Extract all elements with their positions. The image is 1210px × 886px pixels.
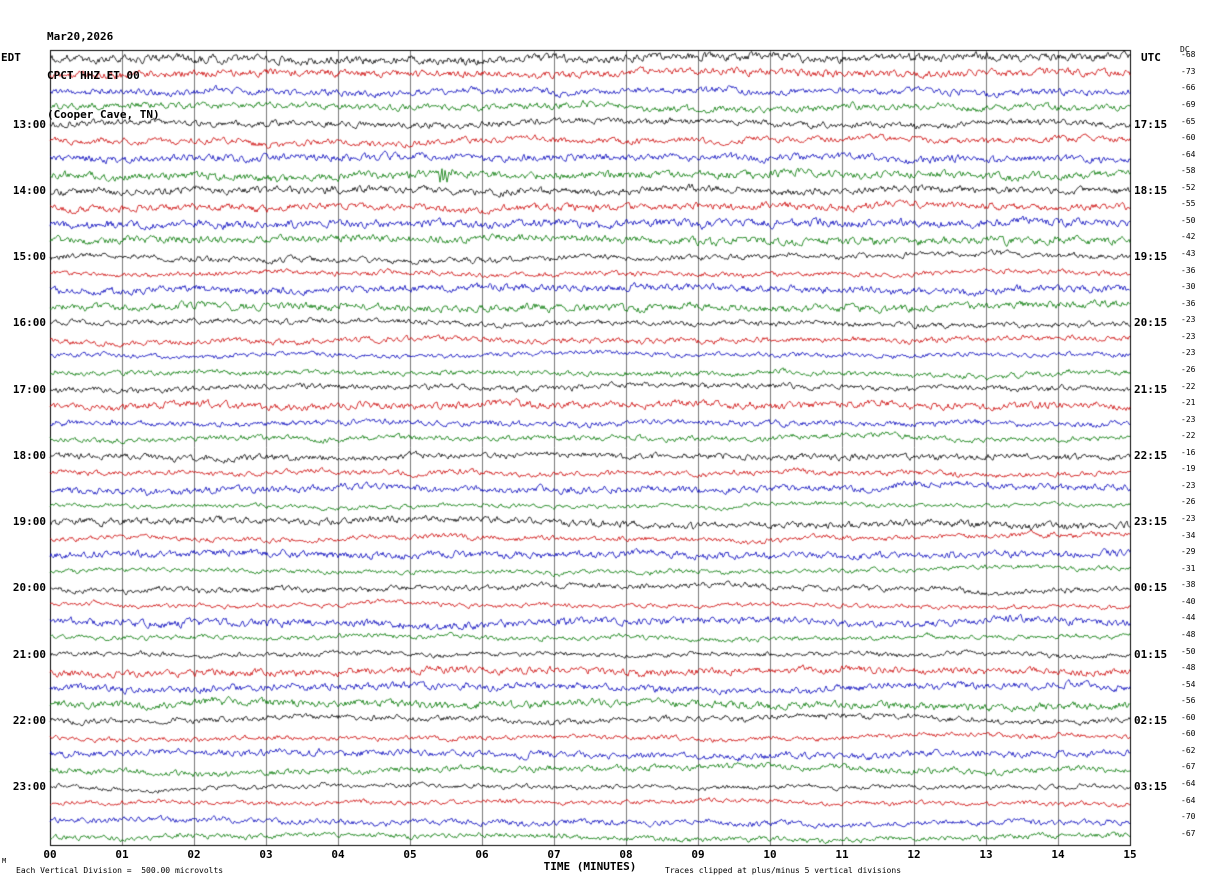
dc-value: -31 [1181, 563, 1196, 573]
dc-value: -36 [1181, 298, 1196, 308]
dc-value: -66 [1181, 83, 1196, 93]
dc-value: -26 [1181, 364, 1196, 374]
x-tick-label: 10 [763, 848, 777, 861]
right-time-label: 21:15 [1134, 382, 1168, 396]
left-time-label: 23:00 [12, 780, 46, 794]
right-time-label: 17:15 [1134, 117, 1168, 131]
dc-value: -38 [1181, 580, 1196, 590]
x-tick-label: 11 [835, 848, 849, 861]
right-time-label: 01:15 [1134, 647, 1168, 661]
left-time-label: 13:00 [12, 117, 46, 131]
left-time-label: 21:00 [12, 647, 46, 661]
x-tick-label: 13 [979, 848, 993, 861]
dc-value: -36 [1181, 265, 1196, 275]
dc-value: -19 [1181, 464, 1196, 474]
dc-value: -50 [1181, 215, 1196, 225]
dc-value: -64 [1181, 795, 1196, 805]
footer-scale-note: Each Vertical Division = 500.00 microvol… [16, 866, 224, 875]
x-tick-label: 09 [691, 848, 705, 861]
header-station: CPCT HHZ ET 00 [47, 69, 140, 82]
x-tick-label: 02 [187, 848, 201, 861]
header-location: (Cooper Cave, TN) [47, 108, 160, 121]
dc-value: -23 [1181, 514, 1196, 524]
x-tick-label: 04 [331, 848, 345, 861]
right-time-label: 18:15 [1134, 183, 1168, 197]
dc-value: -52 [1181, 182, 1196, 192]
x-tick-label: 00 [43, 848, 57, 861]
scale-marker-label: M [2, 857, 7, 865]
dc-value: -21 [1181, 398, 1196, 408]
header: Mar20,2026 CPCT HHZ ET 00 (Cooper Cave, … [47, 4, 160, 147]
right-time-label: 02:15 [1134, 713, 1168, 727]
dc-value: -67 [1181, 762, 1196, 772]
dc-value: -30 [1181, 282, 1196, 292]
dc-value: -60 [1181, 133, 1196, 143]
left-axis-title: EDT [1, 51, 21, 64]
dc-value: -48 [1181, 629, 1196, 639]
dc-value: -16 [1181, 447, 1196, 457]
dc-value: -42 [1181, 232, 1196, 242]
dc-value: -64 [1181, 779, 1196, 789]
header-date: Mar20,2026 [47, 30, 114, 43]
right-axis-title: UTC [1141, 51, 1161, 64]
left-time-label: 22:00 [12, 713, 46, 727]
right-time-label: 19:15 [1134, 250, 1168, 264]
dc-value: -26 [1181, 497, 1196, 507]
dc-value: -56 [1181, 696, 1196, 706]
dc-value: -23 [1181, 414, 1196, 424]
right-time-label: 03:15 [1134, 780, 1168, 794]
x-tick-label: 14 [1051, 848, 1065, 861]
dc-value: -23 [1181, 315, 1196, 325]
dc-value: -23 [1181, 348, 1196, 358]
dc-value: -68 [1181, 50, 1196, 60]
dc-value: -48 [1181, 663, 1196, 673]
dc-value: -44 [1181, 613, 1196, 623]
dc-value: -73 [1181, 66, 1196, 76]
left-time-label: 20:00 [12, 581, 46, 595]
dc-value: -23 [1181, 480, 1196, 490]
dc-value: -22 [1181, 431, 1196, 441]
dc-value: -29 [1181, 547, 1196, 557]
dc-value: -62 [1181, 745, 1196, 755]
x-tick-label: 15 [1123, 848, 1137, 861]
left-time-label: 19:00 [12, 515, 46, 529]
dc-value: -50 [1181, 646, 1196, 656]
left-time-label: 17:00 [12, 382, 46, 396]
dc-value: -65 [1181, 116, 1196, 126]
dc-value: -34 [1181, 530, 1196, 540]
right-time-label: 23:15 [1134, 515, 1168, 529]
x-tick-label: 01 [115, 848, 129, 861]
dc-value: -60 [1181, 729, 1196, 739]
dc-value: -55 [1181, 199, 1196, 209]
right-time-label: 22:15 [1134, 448, 1168, 462]
x-axis-title: TIME (MINUTES) [543, 860, 637, 873]
dc-value: -22 [1181, 381, 1196, 391]
dc-value: -58 [1181, 166, 1196, 176]
dc-value: -54 [1181, 679, 1196, 689]
dc-column-title: DC [1180, 45, 1190, 54]
x-tick-label: 05 [403, 848, 417, 861]
left-time-label: 14:00 [12, 183, 46, 197]
left-time-label: 16:00 [12, 316, 46, 330]
x-tick-label: 08 [619, 848, 633, 861]
right-time-label: 00:15 [1134, 581, 1168, 595]
dc-value: -67 [1181, 828, 1196, 838]
footer-clip-note: Traces clipped at plus/minus 5 vertical … [665, 866, 902, 875]
dc-value: -64 [1181, 149, 1196, 159]
left-time-label: 18:00 [12, 448, 46, 462]
dc-value: -60 [1181, 712, 1196, 722]
dc-value: -40 [1181, 596, 1196, 606]
left-time-label: 15:00 [12, 250, 46, 264]
right-time-label: 20:15 [1134, 316, 1168, 330]
dc-value: -43 [1181, 249, 1196, 259]
x-tick-label: 03 [259, 848, 273, 861]
x-tick-label: 06 [475, 848, 489, 861]
dc-value: -70 [1181, 812, 1196, 822]
dc-value: -69 [1181, 99, 1196, 109]
x-tick-label: 07 [547, 848, 561, 861]
x-tick-label: 12 [907, 848, 921, 861]
dc-value: -23 [1181, 331, 1196, 341]
